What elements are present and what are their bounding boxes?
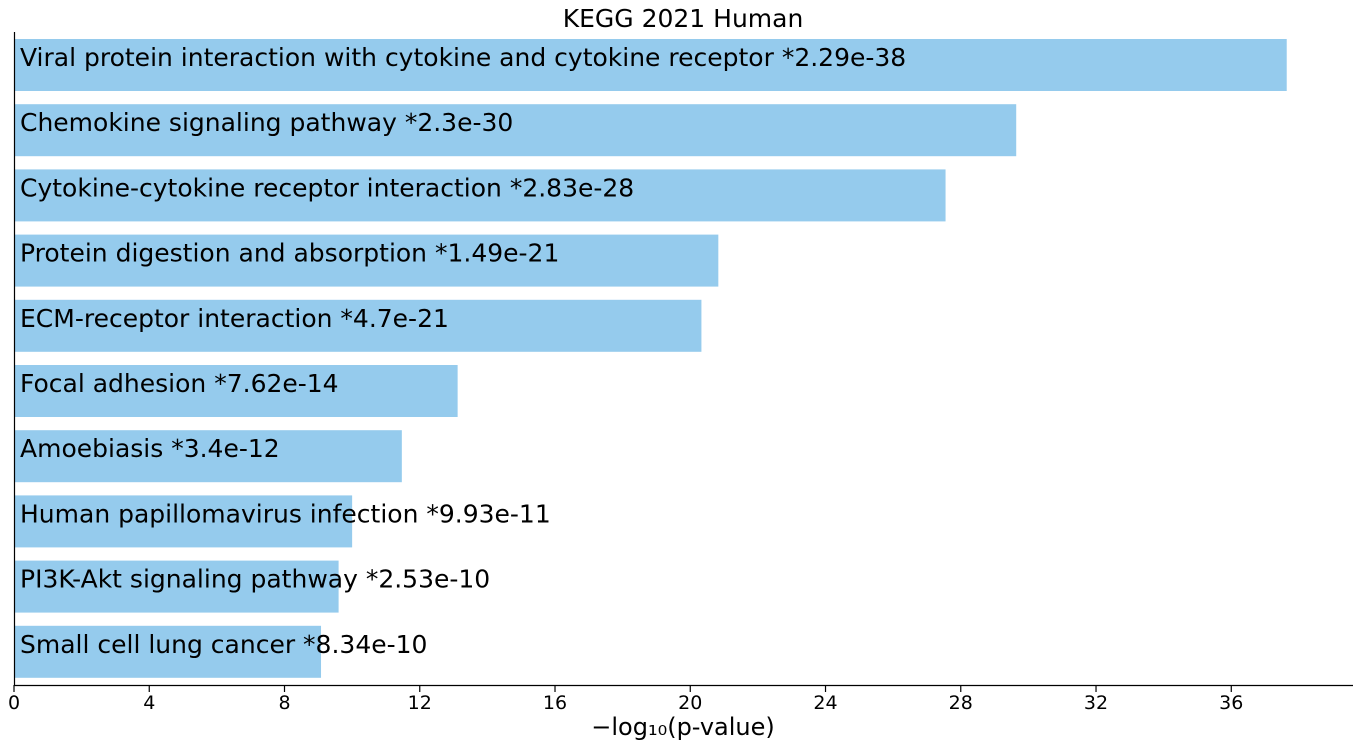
bar-label: Amoebiasis *3.4e-12 bbox=[20, 434, 280, 463]
bar-label: Small cell lung cancer *8.34e-10 bbox=[20, 630, 427, 659]
bar-label: Focal adhesion *7.62e-14 bbox=[20, 369, 339, 398]
bar-label: Cytokine-cytokine receptor interaction *… bbox=[20, 173, 634, 202]
x-tick-label: 0 bbox=[8, 692, 20, 714]
x-tick-label: 20 bbox=[678, 692, 702, 714]
x-tick-label: 24 bbox=[813, 692, 837, 714]
x-tick-label: 36 bbox=[1219, 692, 1243, 714]
labels-layer: Viral protein interaction with cytokine … bbox=[20, 43, 906, 659]
bar-label: ECM-receptor interaction *4.7e-21 bbox=[20, 304, 449, 333]
bar bbox=[14, 39, 1287, 91]
x-tick-label: 16 bbox=[543, 692, 567, 714]
bars-layer bbox=[14, 39, 1287, 678]
bar bbox=[14, 430, 402, 483]
bar-label: Protein digestion and absorption *1.49e-… bbox=[20, 239, 559, 268]
x-axis-label: −log₁₀(p-value) bbox=[591, 713, 774, 741]
bar bbox=[14, 495, 353, 548]
bar-label: Human papillomavirus infection *9.93e-11 bbox=[20, 499, 551, 528]
bar-label: Viral protein interaction with cytokine … bbox=[20, 43, 906, 72]
chart-title: KEGG 2021 Human bbox=[563, 4, 804, 33]
x-tick-label: 8 bbox=[278, 692, 290, 714]
bar-label: Chemokine signaling pathway *2.3e-30 bbox=[20, 108, 513, 137]
x-tick-label: 4 bbox=[143, 692, 155, 714]
bar bbox=[14, 625, 322, 678]
bar-label: PI3K-Akt signaling pathway *2.53e-10 bbox=[20, 565, 490, 594]
x-tick-label: 32 bbox=[1084, 692, 1108, 714]
bar bbox=[14, 365, 458, 417]
bar bbox=[14, 104, 1017, 157]
bar bbox=[14, 234, 719, 287]
bar bbox=[14, 169, 946, 222]
x-tick-label: 28 bbox=[949, 692, 973, 714]
bar bbox=[14, 560, 339, 613]
bar bbox=[14, 299, 702, 352]
x-ticks-layer: 0 4 8 12 16 20 24 28 32 36 bbox=[8, 685, 1243, 714]
x-tick-label: 12 bbox=[408, 692, 432, 714]
